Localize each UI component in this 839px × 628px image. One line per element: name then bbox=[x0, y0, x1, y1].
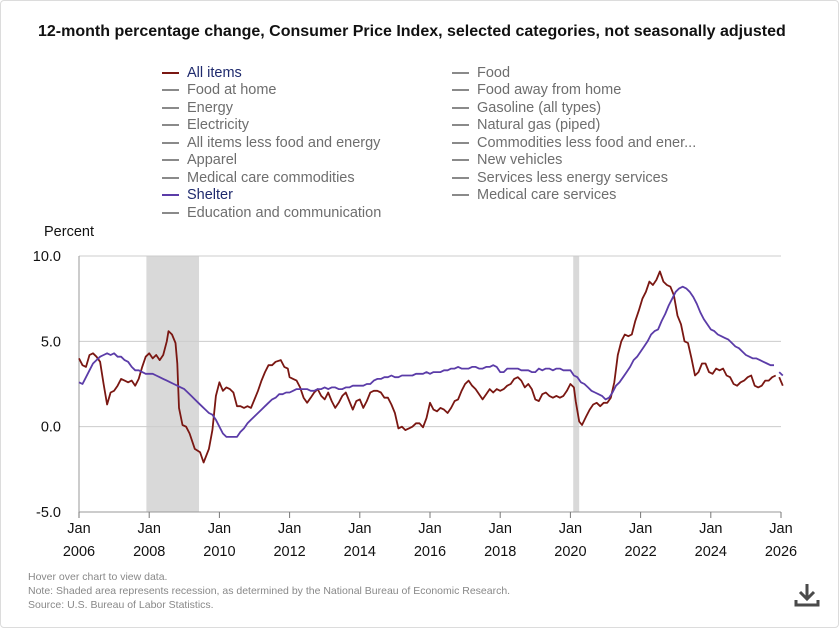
legend-label: Food at home bbox=[187, 82, 277, 98]
series-line-shelter bbox=[78, 285, 774, 438]
legend-swatch bbox=[452, 159, 469, 161]
legend-item-all-items[interactable]: All items bbox=[162, 64, 242, 81]
legend-swatch bbox=[162, 176, 179, 179]
legend-item-gasoline-all-types[interactable]: Gasoline (all types) bbox=[452, 99, 601, 116]
x-tick-month-label: Jan bbox=[138, 521, 161, 537]
legend-item-apparel[interactable]: Apparel bbox=[162, 152, 237, 169]
legend-label: Food bbox=[477, 64, 511, 81]
x-tick-year-label: 2018 bbox=[484, 544, 516, 560]
x-tick-year-label: 2012 bbox=[273, 544, 305, 560]
x-tick-year-label: 2006 bbox=[63, 544, 95, 560]
x-tick-year-label: 2010 bbox=[203, 544, 235, 560]
legend-label: Medical care commodities bbox=[187, 169, 355, 186]
legend-label: All items bbox=[187, 64, 242, 81]
x-tick-year-label: 2022 bbox=[624, 544, 656, 560]
x-tick-month-label: Jan bbox=[67, 521, 90, 537]
legend-label: Gasoline (all types) bbox=[477, 99, 602, 116]
recession-note: Note: Shaded area represents recession, … bbox=[28, 585, 511, 597]
legend-swatch bbox=[162, 89, 179, 91]
x-tick-year-label: 2016 bbox=[414, 544, 446, 560]
legend-item-food[interactable]: Food bbox=[452, 64, 510, 81]
legend-swatch bbox=[162, 106, 179, 109]
legend-label: Food away from home bbox=[477, 82, 622, 98]
legend-item-food-away-from-home[interactable]: Food away from home bbox=[452, 82, 621, 99]
legend-swatch bbox=[452, 141, 469, 144]
download-icon[interactable] bbox=[793, 582, 821, 608]
legend-item-services-less-energy-services[interactable]: Services less energy services bbox=[452, 169, 668, 186]
legend-item-shelter[interactable]: Shelter bbox=[162, 187, 233, 204]
legend-label: Education and communication bbox=[187, 204, 382, 221]
legend-item-natural-gas-piped[interactable]: Natural gas (piped) bbox=[452, 117, 600, 134]
legend-label: Services less energy services bbox=[477, 169, 668, 186]
legend-label: Apparel bbox=[187, 152, 237, 168]
legend-item-all-items-less-food-and-energy[interactable]: All items less food and energy bbox=[162, 134, 380, 151]
y-tick-label: -5.0 bbox=[36, 505, 61, 521]
legend-swatch bbox=[452, 106, 469, 109]
recession-band-1 bbox=[573, 256, 580, 512]
legend-swatch bbox=[452, 89, 469, 91]
legend-item-food-at-home[interactable]: Food at home bbox=[162, 82, 276, 99]
legend-label: Commodities less food and ener... bbox=[477, 134, 697, 151]
x-tick-year-label: 2008 bbox=[133, 544, 165, 560]
legend-label: All items less food and energy bbox=[187, 134, 381, 151]
legend-label: Electricity bbox=[187, 117, 250, 133]
legend-swatch bbox=[452, 124, 469, 126]
y-tick-label: 10.0 bbox=[33, 249, 61, 265]
x-tick-year-label: 2024 bbox=[695, 544, 727, 560]
x-tick-month-label: Jan bbox=[559, 521, 582, 537]
legend-item-education-and-communication[interactable]: Education and communication bbox=[162, 204, 381, 221]
y-tick-label: 5.0 bbox=[41, 334, 61, 350]
legend-item-commodities-less-food-and-ener[interactable]: Commodities less food and ener... bbox=[452, 134, 696, 151]
legend-swatch bbox=[162, 194, 179, 196]
series-tail-all-items bbox=[778, 376, 784, 387]
legend-swatch bbox=[452, 194, 469, 196]
legend-swatch bbox=[162, 141, 179, 144]
hover-hint: Hover over chart to view data. bbox=[28, 571, 168, 583]
x-tick-month-label: Jan bbox=[348, 521, 371, 537]
legend-item-new-vehicles[interactable]: New vehicles bbox=[452, 152, 562, 169]
x-tick-month-label: Jan bbox=[489, 521, 512, 537]
legend-swatch bbox=[452, 176, 469, 179]
legend-item-medical-care-commodities[interactable]: Medical care commodities bbox=[162, 169, 355, 186]
x-tick-year-label: 2020 bbox=[554, 544, 586, 560]
legend-item-electricity[interactable]: Electricity bbox=[162, 117, 249, 134]
series-line-all-items bbox=[78, 270, 777, 464]
x-tick-month-label: Jan bbox=[208, 521, 231, 537]
x-tick-month-label: Jan bbox=[769, 521, 792, 537]
legend-swatch bbox=[452, 71, 469, 74]
legend-swatch bbox=[162, 71, 179, 74]
x-tick-year-label: 2026 bbox=[765, 544, 797, 560]
chart-title: 12-month percentage change, Consumer Pri… bbox=[38, 23, 786, 40]
legend-label: Shelter bbox=[187, 187, 233, 203]
legend-label: Medical care services bbox=[477, 187, 617, 203]
legend-label: Natural gas (piped) bbox=[477, 117, 601, 133]
x-tick-month-label: Jan bbox=[699, 521, 722, 537]
x-tick-month-label: Jan bbox=[629, 521, 652, 537]
legend-item-medical-care-services[interactable]: Medical care services bbox=[452, 187, 616, 204]
y-axis-label: Percent bbox=[44, 224, 94, 240]
legend-label: Energy bbox=[187, 99, 233, 116]
x-tick-month-label: Jan bbox=[278, 521, 301, 537]
x-tick-year-label: 2014 bbox=[344, 544, 376, 560]
x-tick-month-label: Jan bbox=[418, 521, 441, 537]
source-note: Source: U.S. Bureau of Labor Statistics. bbox=[28, 599, 214, 611]
legend-swatch bbox=[162, 124, 179, 126]
legend-swatch bbox=[162, 159, 179, 161]
y-tick-label: 0.0 bbox=[41, 420, 61, 436]
series-tail-shelter bbox=[778, 371, 784, 377]
legend-item-energy[interactable]: Energy bbox=[162, 99, 233, 116]
legend-swatch bbox=[162, 211, 179, 214]
legend-label: New vehicles bbox=[477, 152, 563, 168]
